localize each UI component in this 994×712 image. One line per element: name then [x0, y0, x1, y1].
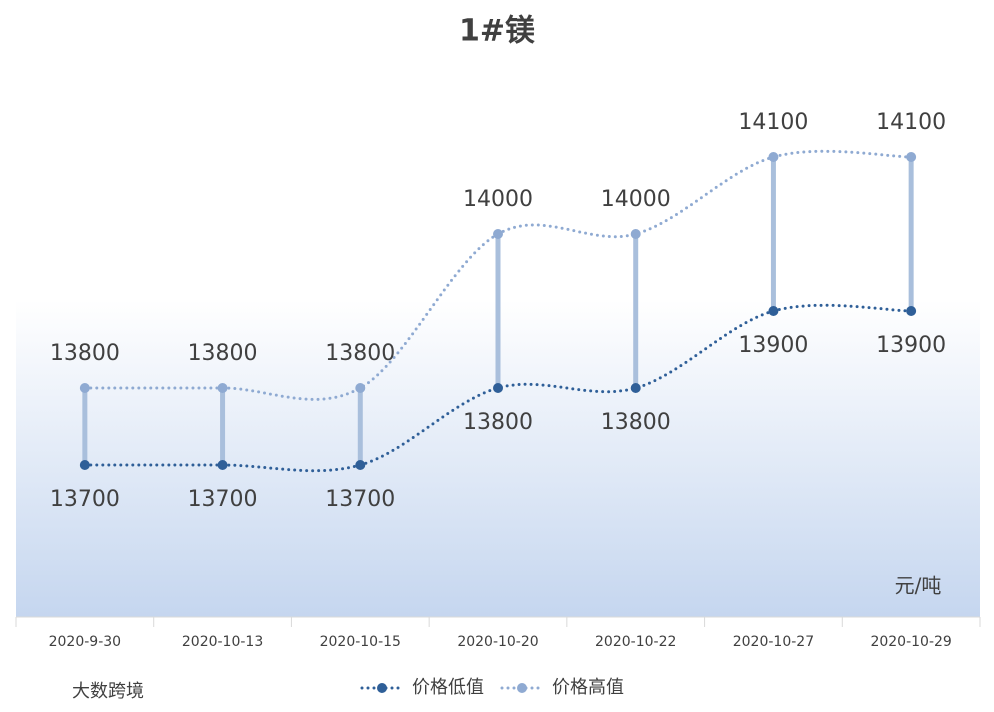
marker: [217, 460, 228, 470]
x-tick-label: 2020-10-15: [320, 634, 401, 650]
legend-label: 价格低值: [412, 677, 484, 698]
x-tick-label: 2020-10-20: [457, 634, 538, 650]
marker: [79, 460, 90, 470]
marker: [630, 383, 641, 393]
x-tick-label: 2020-10-27: [733, 634, 814, 650]
data-label: 13800: [50, 341, 120, 366]
marker: [217, 383, 228, 393]
legend-marker: [517, 683, 527, 693]
marker: [493, 229, 503, 239]
marker: [630, 229, 641, 239]
x-tick-label: 2020-10-22: [595, 634, 676, 650]
data-label: 14000: [463, 187, 533, 212]
data-label: 13900: [876, 333, 946, 358]
data-label: 13700: [325, 487, 395, 512]
marker: [768, 306, 779, 316]
x-tick-label: 2020-9-30: [49, 634, 121, 650]
watermark: 大数跨境: [72, 681, 144, 702]
marker: [355, 383, 366, 393]
data-label: 13800: [601, 410, 671, 435]
data-label: 13800: [325, 341, 395, 366]
data-label: 14100: [738, 110, 808, 135]
data-label: 13800: [463, 410, 533, 435]
x-tick-label: 2020-10-13: [182, 634, 263, 650]
marker: [355, 460, 366, 470]
marker: [906, 152, 917, 162]
marker: [906, 306, 917, 316]
legend-marker: [377, 683, 387, 693]
unit-label: 元/吨: [895, 574, 942, 598]
legend-label: 价格高值: [552, 677, 624, 698]
chart-title: 1#镁: [459, 14, 535, 49]
marker: [79, 383, 90, 393]
x-tick-label: 2020-10-29: [870, 634, 951, 650]
marker: [768, 152, 779, 162]
data-label: 14000: [601, 187, 671, 212]
data-label: 14100: [876, 110, 946, 135]
data-label: 13700: [50, 487, 120, 512]
marker: [493, 383, 503, 393]
data-label: 13900: [738, 333, 808, 358]
data-label: 13700: [188, 487, 258, 512]
data-label: 13800: [188, 341, 258, 366]
